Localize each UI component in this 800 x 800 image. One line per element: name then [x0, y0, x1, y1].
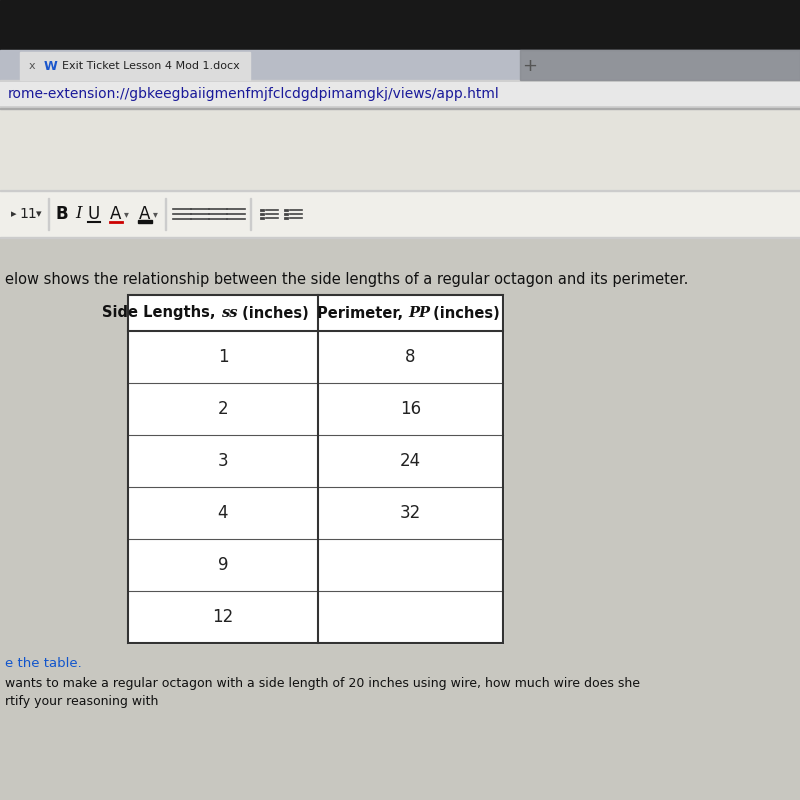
Text: 8: 8: [406, 348, 416, 366]
Text: 3: 3: [218, 452, 228, 470]
Text: 24: 24: [400, 452, 421, 470]
Text: I: I: [76, 206, 82, 222]
Bar: [165, 198, 166, 230]
Bar: [48, 198, 49, 230]
Bar: [20, 52, 250, 80]
Text: +: +: [522, 57, 538, 75]
Text: 4: 4: [218, 504, 228, 522]
Text: 32: 32: [400, 504, 421, 522]
Text: 9: 9: [218, 556, 228, 574]
Text: x: x: [29, 61, 35, 71]
Text: elow shows the relationship between the side lengths of a regular octagon and it: elow shows the relationship between the …: [5, 272, 688, 287]
Text: wants to make a regular octagon with a side length of 20 inches using wire, how : wants to make a regular octagon with a s…: [5, 677, 640, 690]
Bar: [0, 238, 800, 800]
Text: Perimeter,: Perimeter,: [318, 306, 409, 321]
Bar: [0, 82, 800, 106]
Text: 16: 16: [400, 400, 421, 418]
Bar: [0, 80, 800, 108]
Bar: [138, 220, 152, 223]
Bar: [520, 50, 800, 80]
Bar: [0, 237, 800, 238]
Text: B: B: [56, 205, 68, 223]
Text: 11: 11: [19, 207, 37, 221]
Bar: [0, 0, 800, 50]
Bar: [0, 190, 800, 191]
Text: ▾: ▾: [153, 209, 158, 219]
Text: U: U: [88, 205, 100, 223]
Text: 1: 1: [218, 348, 228, 366]
Text: (inches): (inches): [429, 306, 500, 321]
Text: e the table.: e the table.: [5, 657, 82, 670]
Bar: [128, 295, 503, 643]
Text: (inches): (inches): [237, 306, 309, 321]
Text: 12: 12: [212, 608, 234, 626]
Text: ▾: ▾: [123, 209, 129, 219]
Text: rtify your reasoning with: rtify your reasoning with: [5, 695, 158, 708]
Text: Side Lengths,: Side Lengths,: [102, 306, 221, 321]
Text: rome-extension://gbkeegbaiigmenfmjfclcdgdpimamgkj/views/app.html: rome-extension://gbkeegbaiigmenfmjfclcdg…: [8, 87, 500, 101]
Text: Exit Ticket Lesson 4 Mod 1.docx: Exit Ticket Lesson 4 Mod 1.docx: [62, 61, 240, 71]
Bar: [0, 109, 800, 190]
Text: PP: PP: [409, 306, 430, 320]
Bar: [128, 295, 503, 643]
Text: A: A: [110, 205, 122, 223]
Bar: [250, 198, 251, 230]
Text: 2: 2: [218, 400, 228, 418]
Text: ss: ss: [221, 306, 238, 320]
Bar: [0, 190, 800, 238]
Text: ▸: ▸: [11, 209, 17, 219]
Text: ▾: ▾: [36, 209, 42, 219]
Text: W: W: [43, 59, 57, 73]
Bar: [0, 108, 800, 109]
Bar: [0, 50, 800, 80]
Text: A: A: [139, 205, 150, 223]
